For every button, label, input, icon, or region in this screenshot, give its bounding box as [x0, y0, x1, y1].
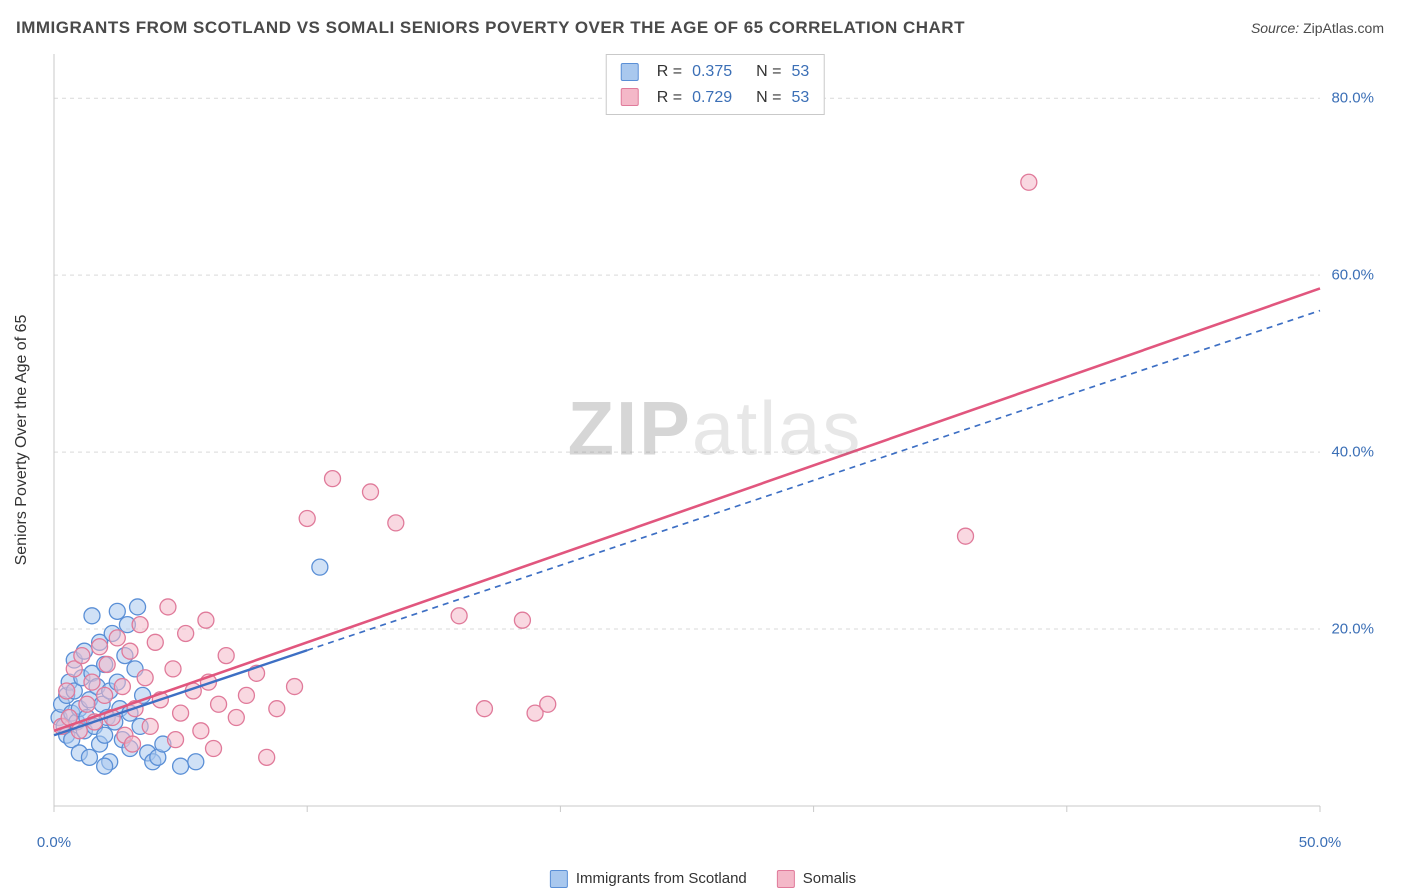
legend-row: R = 0.729 N = 53 [621, 85, 810, 111]
legend-r-label: R = [657, 85, 682, 111]
legend-item: Immigrants from Scotland [550, 870, 747, 888]
y-tick-label: 20.0% [1331, 621, 1374, 638]
legend-n-value: 53 [791, 59, 809, 85]
source-value: ZipAtlas.com [1303, 20, 1384, 36]
legend-label: Somalis [803, 870, 856, 887]
legend-n-label: N = [756, 85, 781, 111]
chart-svg [50, 50, 1380, 840]
source-label: Source: [1251, 20, 1299, 36]
chart-container: IMMIGRANTS FROM SCOTLAND VS SOMALI SENIO… [0, 0, 1406, 892]
source-attribution: Source: ZipAtlas.com [1251, 20, 1384, 36]
correlation-legend: R = 0.375 N = 53 R = 0.729 N = 53 [606, 54, 825, 115]
legend-r-value: 0.729 [692, 85, 732, 111]
y-tick-label: 60.0% [1331, 267, 1374, 284]
legend-swatch-icon [621, 63, 639, 81]
y-axis-label: Seniors Poverty Over the Age of 65 [13, 315, 31, 566]
legend-swatch-icon [777, 870, 795, 888]
legend-row: R = 0.375 N = 53 [621, 59, 810, 85]
legend-label: Immigrants from Scotland [576, 870, 747, 887]
x-tick-label: 50.0% [1299, 834, 1342, 851]
legend-n-label: N = [756, 59, 781, 85]
y-tick-label: 40.0% [1331, 444, 1374, 461]
y-tick-label: 80.0% [1331, 90, 1374, 107]
legend-item: Somalis [777, 870, 856, 888]
plot-area: R = 0.375 N = 53 R = 0.729 N = 53 ZIPatl… [50, 50, 1380, 840]
legend-r-label: R = [657, 59, 682, 85]
legend-n-value: 53 [791, 85, 809, 111]
series-legend: Immigrants from Scotland Somalis [550, 870, 856, 888]
legend-swatch-icon [550, 870, 568, 888]
x-tick-label: 0.0% [37, 834, 71, 851]
legend-swatch-icon [621, 88, 639, 106]
legend-r-value: 0.375 [692, 59, 732, 85]
chart-title: IMMIGRANTS FROM SCOTLAND VS SOMALI SENIO… [16, 18, 965, 38]
